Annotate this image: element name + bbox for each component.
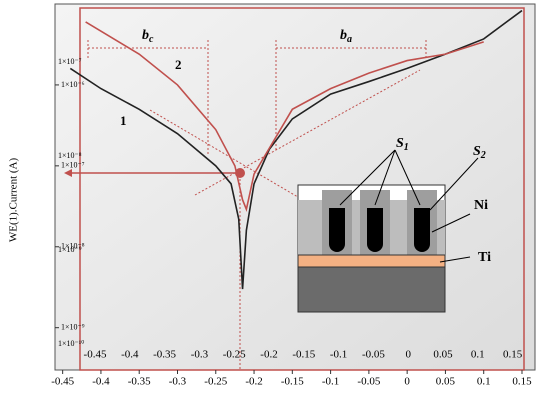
annotation-sub: a (347, 34, 352, 45)
inner-x-tick-label: 0.15 (503, 349, 523, 361)
arrow-head (64, 169, 72, 177)
annotation: bc (142, 28, 154, 45)
inner-frame (79, 7, 525, 371)
annotation-text: S (396, 136, 404, 151)
annotation: S2 (473, 144, 486, 161)
annotation: ba (340, 28, 352, 45)
y-tick-label: 1×10⁻⁷ (61, 161, 85, 170)
y-tick-label: 1×10⁻⁶ (61, 80, 85, 89)
inner-x-tick-label: -0.3 (191, 349, 209, 361)
x-tick-label: -0.25 (204, 376, 227, 388)
x-tick-label: 0 (404, 376, 410, 388)
inner-x-tick-label: -0.35 (153, 349, 176, 361)
x-tick-label: -0.1 (322, 376, 339, 388)
annotation: Ni (474, 198, 488, 213)
series-line (69, 9, 523, 290)
annotation-text: Ni (474, 198, 488, 213)
x-tick-label: -0.15 (281, 376, 304, 388)
x-tick-label: -0.4 (92, 376, 110, 388)
x-tick-label: -0.3 (169, 376, 187, 388)
y-axis-label: WE(1).Current (A) (8, 158, 20, 243)
curve-label: 1 (120, 113, 127, 128)
y-tick-label: 1×10⁻⁹ (61, 323, 85, 332)
inner-x-tick-label: -0.4 (121, 349, 139, 361)
curve-label: 2 (175, 57, 182, 72)
inner-y-tick-label: 1×10⁻⁸ (58, 151, 82, 160)
inner-x-tick-label: -0.25 (223, 349, 246, 361)
plot-area (54, 3, 536, 371)
inner-x-tick-label: -0.2 (260, 349, 277, 361)
annotation-text: Ti (478, 250, 491, 265)
annotation-sub: c (149, 34, 154, 45)
annotation: S1 (396, 136, 409, 153)
annotation-sub: 1 (404, 142, 409, 153)
x-tick-label: 0.1 (477, 376, 491, 388)
x-tick-label: 0.05 (436, 376, 456, 388)
x-tick-label: -0.2 (245, 376, 262, 388)
x-tick-label: -0.45 (51, 376, 74, 388)
inner-x-tick-label: -0.1 (330, 349, 347, 361)
inner-y-tick-label: 1×10⁻⁷ (58, 57, 82, 66)
annotation-text: b (340, 28, 347, 43)
annotation-text: b (142, 28, 149, 43)
series-line (85, 21, 484, 213)
x-tick-label: -0.05 (357, 376, 380, 388)
inner-x-tick-label: -0.45 (84, 349, 107, 361)
inner-x-tick-label: 0.05 (433, 349, 453, 361)
inner-x-tick-label: -0.15 (292, 349, 315, 361)
annotation-text: S (473, 144, 481, 159)
inner-y-tick-label: 1×10⁻¹⁰ (58, 339, 84, 348)
x-tick-label: -0.35 (128, 376, 151, 388)
slope-guides (87, 40, 427, 370)
inner-y-tick-label: 1×10⁻⁹ (58, 245, 82, 254)
inner-x-tick-label: -0.05 (362, 349, 385, 361)
inner-x-tick-label: 0 (405, 349, 411, 361)
annotation-sub: 2 (480, 150, 486, 161)
x-tick-label: 0.15 (512, 376, 532, 388)
inset-diagram (297, 149, 479, 313)
y-tick-label: 1×10⁻⁸ (61, 242, 85, 251)
annotation: Ti (478, 250, 491, 265)
inner-x-tick-label: 0.1 (471, 349, 485, 361)
